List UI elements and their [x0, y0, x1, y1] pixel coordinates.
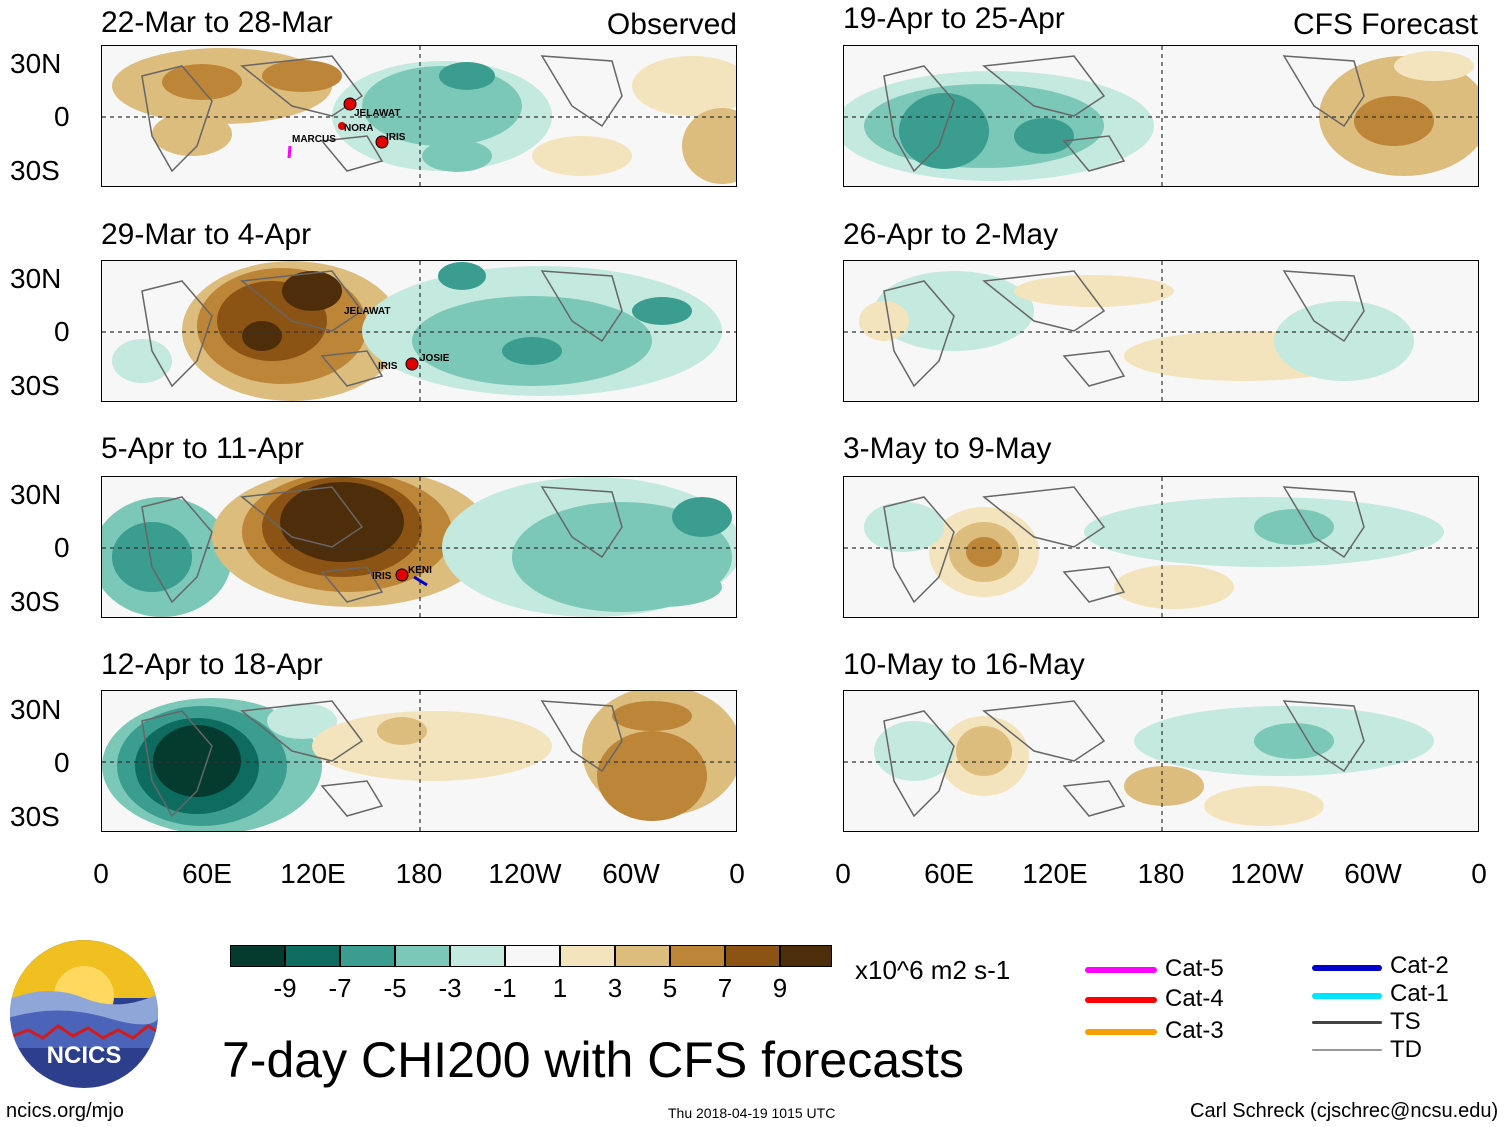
legend-line-td	[1312, 1049, 1382, 1051]
panel-title-left-1: 22-Mar to 28-Mar	[101, 6, 333, 39]
legend-label-cat3: Cat-3	[1165, 1017, 1224, 1044]
lon-label-right: 60E	[924, 858, 974, 889]
colorbar-box	[340, 945, 395, 967]
colorbar-label: 3	[607, 973, 623, 1003]
colorbar-label: 7	[717, 973, 733, 1003]
colorbar-label: 5	[662, 973, 678, 1003]
colorbar-label: 9	[772, 973, 788, 1003]
colorbar-label: -5	[383, 973, 407, 1003]
legend-label-cat1: Cat-1	[1390, 980, 1449, 1007]
lon-label-right: 0	[835, 858, 851, 889]
colorbar-label: -9	[273, 973, 297, 1003]
map-panel-observed-1: JELAWAT NORA IRIS MARCUS	[101, 45, 737, 187]
colorbar-box	[615, 945, 670, 967]
map-panel-forecast-1	[843, 45, 1479, 187]
map-panel-observed-2: JELAWAT IRIS JOSIE	[101, 260, 737, 402]
lon-label-left: 0	[729, 858, 745, 889]
map-panel-forecast-2	[843, 260, 1479, 402]
colorbar-label: -7	[328, 973, 352, 1003]
storm-label: IRIS	[372, 571, 392, 582]
colorbar-units: x10^6 m2 s-1	[855, 955, 1011, 985]
cfs-forecast-label: CFS Forecast	[1292, 8, 1478, 41]
storm-label: MARCUS	[292, 134, 336, 145]
colorbar-box	[725, 945, 780, 967]
logo-text: NCICS	[47, 1042, 122, 1069]
legend-label-cat2: Cat-2	[1390, 952, 1449, 979]
legend-line-cat1	[1312, 993, 1382, 999]
map-panel-observed-4	[101, 690, 737, 832]
legend-label-ts: TS	[1390, 1008, 1421, 1035]
storm-label: JELAWAT	[354, 108, 400, 119]
panel-title-right-2: 26-Apr to 2-May	[843, 218, 1059, 251]
colorbar-box	[285, 945, 340, 967]
lat-label-30s: 30S	[10, 155, 60, 186]
lon-label-left: 180	[395, 858, 443, 889]
lon-label-right: 0	[1471, 858, 1487, 889]
map-panel-forecast-3	[843, 476, 1479, 618]
main-title: 7-day CHI200 with CFS forecasts	[222, 1032, 964, 1088]
legend-line-cat5	[1085, 967, 1157, 973]
legend-line-cat4	[1085, 997, 1157, 1003]
lat-label-0: 0	[54, 532, 70, 563]
colorbar-box	[450, 945, 505, 967]
legend-label-cat4: Cat-4	[1165, 985, 1224, 1012]
legend-label-td: TD	[1390, 1036, 1422, 1063]
footer-url-link[interactable]: ncics.org/mjo	[6, 1100, 124, 1122]
lon-label-left: 60W	[602, 858, 660, 889]
panel-title-left-4: 12-Apr to 18-Apr	[101, 648, 323, 681]
storm-label: NORA	[344, 123, 373, 134]
lat-label-30n: 30N	[10, 263, 62, 294]
storm-label: IRIS	[386, 132, 406, 143]
lon-label-left: 0	[93, 858, 109, 889]
lon-label-right: 120E	[1022, 858, 1088, 889]
colorbar-box	[505, 945, 560, 967]
storm-label: KENI	[408, 565, 432, 576]
colorbar-label: -1	[493, 973, 517, 1003]
colorbar-box	[395, 945, 450, 967]
lat-label-30s: 30S	[10, 370, 60, 401]
legend-label-cat5: Cat-5	[1165, 955, 1224, 982]
panel-title-left-2: 29-Mar to 4-Apr	[101, 218, 312, 251]
lon-label-right: 60W	[1344, 858, 1402, 889]
observed-label: Observed	[606, 8, 737, 41]
lat-label-0: 0	[54, 747, 70, 778]
map-panel-observed-3: IRIS KENI	[101, 476, 737, 618]
colorbar-box	[560, 945, 615, 967]
colorbar-label: 1	[552, 973, 568, 1003]
lat-label-30s: 30S	[10, 586, 60, 617]
panel-title-left-3: 5-Apr to 11-Apr	[101, 432, 304, 465]
legend-line-cat2	[1312, 965, 1382, 971]
colorbar-box	[230, 945, 285, 967]
colorbar-label: -3	[438, 973, 462, 1003]
lon-label-right: 120W	[1230, 858, 1304, 889]
panel-title-right-3: 3-May to 9-May	[843, 432, 1052, 465]
lon-label-right: 180	[1137, 858, 1185, 889]
ncics-logo: NCICS	[8, 938, 160, 1090]
lon-label-left: 120W	[488, 858, 562, 889]
colorbar-box	[670, 945, 725, 967]
legend-line-ts	[1312, 1021, 1382, 1024]
panel-title-right-1: 19-Apr to 25-Apr	[843, 2, 1065, 35]
colorbar-box	[780, 945, 832, 967]
lat-label-30s: 30S	[10, 801, 60, 832]
lat-label-30n: 30N	[10, 479, 62, 510]
storm-label: IRIS	[378, 361, 398, 372]
lat-label-0: 0	[54, 101, 70, 132]
lon-label-left: 120E	[280, 858, 346, 889]
storm-label: JOSIE	[420, 353, 450, 364]
footer-timestamp: Thu 2018-04-19 1015 UTC	[668, 1105, 836, 1121]
legend-line-cat3	[1085, 1029, 1157, 1035]
map-panel-forecast-4	[843, 690, 1479, 832]
lat-label-0: 0	[54, 316, 70, 347]
lat-label-30n: 30N	[10, 48, 62, 79]
lat-label-30n: 30N	[10, 694, 62, 725]
storm-label: JELAWAT	[344, 306, 390, 317]
lon-label-left: 60E	[182, 858, 232, 889]
panel-title-right-4: 10-May to 16-May	[843, 648, 1085, 681]
footer-author: Carl Schreck (cjschrec@ncsu.edu)	[1190, 1100, 1499, 1122]
